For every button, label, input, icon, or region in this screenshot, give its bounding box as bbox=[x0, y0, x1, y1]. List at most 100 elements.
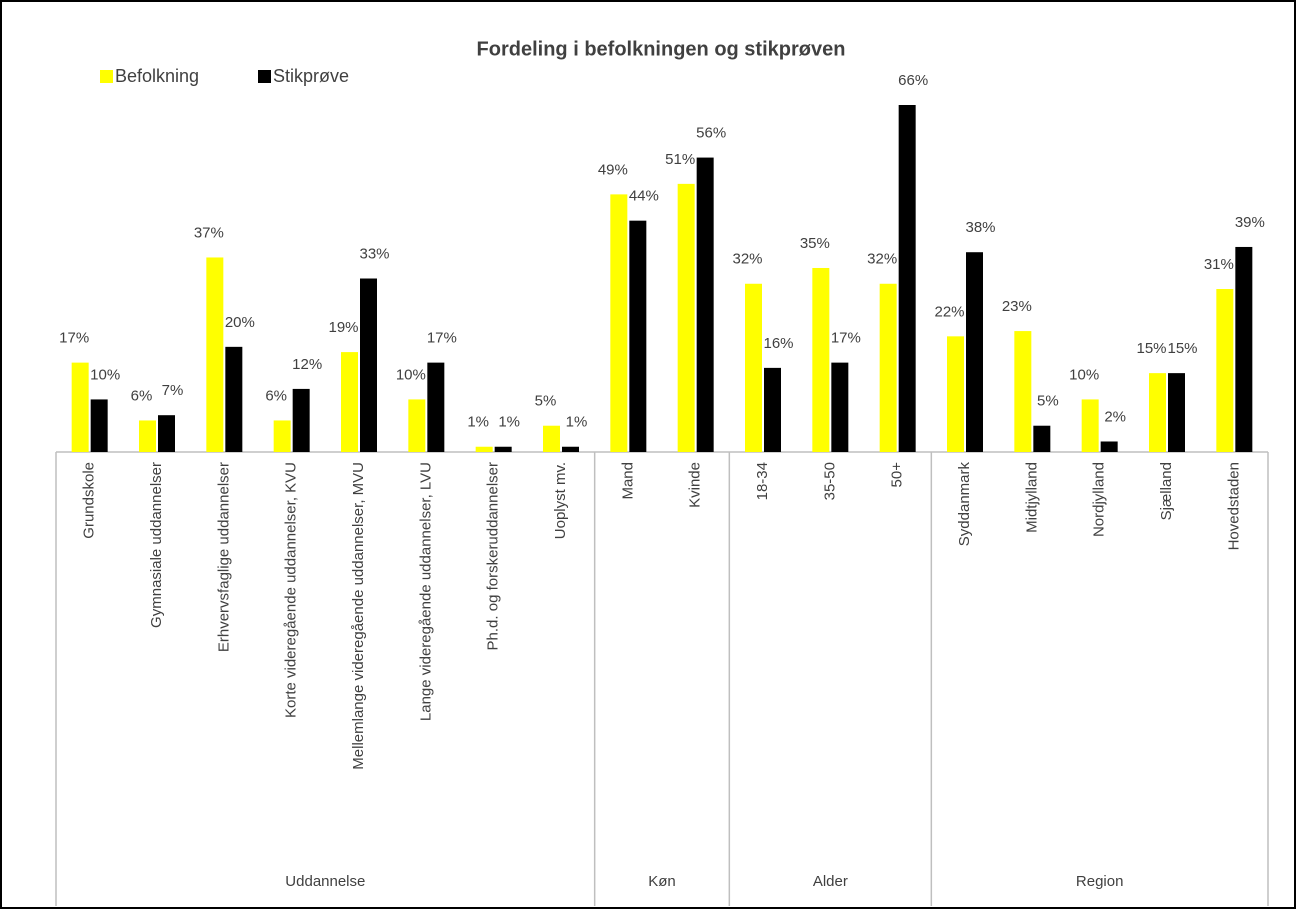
data-label: 10% bbox=[90, 366, 120, 383]
x-tick-label: Lange videregående uddannelser, LVU bbox=[417, 462, 434, 721]
bar bbox=[898, 105, 916, 452]
data-label: 15% bbox=[1136, 340, 1166, 357]
bar bbox=[158, 415, 175, 452]
bar bbox=[831, 362, 849, 452]
x-tick-label: Erhvervsfaglige uddannelser bbox=[215, 462, 232, 652]
bar bbox=[1235, 246, 1253, 452]
x-tick-label: Nordjylland bbox=[1091, 462, 1108, 537]
x-tick-label: Uoplyst mv. bbox=[552, 462, 569, 539]
x-tick-label: Mellemlange videregående uddannelser, MV… bbox=[350, 462, 367, 770]
data-label: 56% bbox=[696, 125, 726, 142]
bar bbox=[764, 367, 781, 452]
bar bbox=[745, 283, 762, 452]
bar bbox=[139, 420, 156, 452]
bar bbox=[475, 446, 493, 452]
data-label: 10% bbox=[1069, 366, 1099, 383]
data-label: 44% bbox=[629, 188, 659, 205]
x-tick-label: 35-50 bbox=[821, 462, 838, 500]
bar bbox=[360, 278, 377, 452]
x-tick-label: 18-34 bbox=[754, 462, 771, 500]
group-label: Region bbox=[1076, 873, 1124, 890]
bar bbox=[225, 346, 243, 452]
legend-swatch bbox=[100, 70, 113, 83]
x-tick-label: Gymnasiale uddannelser bbox=[148, 462, 165, 628]
group-label: Alder bbox=[813, 873, 848, 890]
bar bbox=[543, 425, 560, 452]
x-tick-label: Kvinde bbox=[687, 462, 704, 508]
x-tick-label: Midtjylland bbox=[1023, 462, 1040, 533]
data-label: 32% bbox=[867, 251, 897, 268]
data-label: 33% bbox=[359, 245, 389, 262]
bar bbox=[427, 362, 445, 452]
bar bbox=[1149, 373, 1166, 452]
data-label: 16% bbox=[763, 335, 793, 352]
x-tick-label: 50+ bbox=[889, 462, 906, 488]
data-label: 5% bbox=[535, 393, 557, 410]
data-label: 19% bbox=[328, 319, 358, 336]
data-label: 17% bbox=[831, 330, 861, 347]
bar bbox=[812, 267, 830, 452]
data-label: 5% bbox=[1037, 393, 1059, 410]
bar bbox=[1014, 331, 1032, 452]
bar bbox=[206, 257, 224, 452]
bar bbox=[292, 388, 310, 452]
data-label: 38% bbox=[965, 219, 995, 236]
data-label: 20% bbox=[225, 314, 255, 331]
bar bbox=[966, 252, 983, 452]
data-label: 49% bbox=[598, 161, 628, 178]
data-label: 1% bbox=[498, 414, 520, 431]
data-label: 31% bbox=[1204, 256, 1234, 273]
data-label: 2% bbox=[1104, 408, 1126, 425]
bar bbox=[71, 362, 89, 452]
data-label: 51% bbox=[665, 151, 695, 168]
bar bbox=[1081, 399, 1099, 452]
bar bbox=[696, 157, 714, 453]
data-label: 66% bbox=[898, 72, 928, 89]
bar bbox=[677, 183, 695, 452]
data-label: 12% bbox=[292, 356, 322, 373]
data-label: 6% bbox=[131, 387, 153, 404]
legend-swatch bbox=[258, 70, 271, 83]
data-label: 6% bbox=[265, 387, 287, 404]
x-tick-label: Hovedstaden bbox=[1225, 462, 1242, 550]
bar bbox=[1100, 441, 1118, 452]
data-label: 1% bbox=[566, 414, 588, 431]
x-tick-label: Mand bbox=[619, 462, 636, 500]
bar bbox=[494, 446, 512, 452]
bar bbox=[1168, 373, 1185, 452]
bar bbox=[610, 194, 628, 452]
bar bbox=[1033, 425, 1051, 452]
group-label: Uddannelse bbox=[285, 873, 365, 890]
bar bbox=[562, 446, 579, 452]
data-label: 10% bbox=[396, 366, 426, 383]
data-label: 17% bbox=[59, 330, 89, 347]
x-tick-label: Korte videregående uddannelser, KVU bbox=[283, 462, 300, 718]
chart-title: Fordeling i befolkningen og stikprøven bbox=[477, 38, 846, 60]
data-label: 23% bbox=[1002, 298, 1032, 315]
bar bbox=[879, 283, 897, 452]
bar bbox=[273, 420, 291, 452]
bar bbox=[947, 336, 964, 452]
data-label: 17% bbox=[427, 330, 457, 347]
data-label: 15% bbox=[1167, 340, 1197, 357]
data-label: 7% bbox=[162, 382, 184, 399]
data-label: 32% bbox=[732, 251, 762, 268]
data-label: 1% bbox=[467, 414, 489, 431]
x-tick-label: Syddanmark bbox=[956, 462, 973, 547]
data-label: 22% bbox=[934, 303, 964, 320]
bar bbox=[408, 399, 426, 452]
data-label: 37% bbox=[194, 224, 224, 241]
bar bbox=[1216, 289, 1234, 452]
data-label: 35% bbox=[800, 235, 830, 252]
bar bbox=[341, 352, 358, 452]
x-tick-label: Sjælland bbox=[1158, 462, 1175, 520]
bar bbox=[90, 399, 108, 452]
x-tick-label: Ph.d. og forskeruddannelser bbox=[485, 462, 502, 650]
x-tick-label: Grundskole bbox=[81, 462, 98, 539]
data-label: 39% bbox=[1235, 214, 1265, 231]
group-label: Køn bbox=[648, 873, 676, 890]
legend-label: Befolkning bbox=[115, 66, 199, 86]
legend-label: Stikprøve bbox=[273, 66, 349, 86]
